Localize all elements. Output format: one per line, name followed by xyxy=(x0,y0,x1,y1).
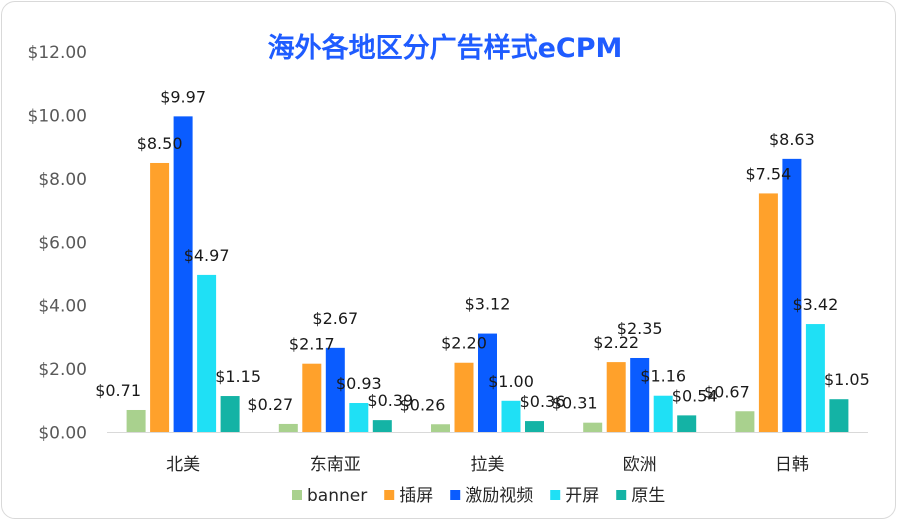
bar xyxy=(431,424,450,433)
bar xyxy=(150,162,170,433)
data-label: $0.39 xyxy=(367,391,413,410)
data-label: $8.50 xyxy=(137,134,183,153)
legend: banner 插屏 激励视频 开屏 原生 xyxy=(292,486,665,506)
bar xyxy=(325,347,345,433)
bar xyxy=(758,193,778,433)
bar xyxy=(278,423,298,433)
data-label: $0.67 xyxy=(704,382,750,401)
legend-entry: 插屏 xyxy=(399,486,433,506)
data-label: $9.97 xyxy=(160,87,206,106)
legend-entry: 开屏 xyxy=(565,486,599,506)
y-tick-label: $10.00 xyxy=(28,106,87,126)
data-label: $2.35 xyxy=(617,319,663,338)
data-label: $3.12 xyxy=(465,295,511,314)
bar xyxy=(677,415,697,433)
bar xyxy=(454,362,474,433)
legend-swatch xyxy=(292,490,302,500)
bar xyxy=(735,411,755,433)
bar xyxy=(302,363,322,433)
data-label: $0.27 xyxy=(247,395,293,414)
data-label: $3.42 xyxy=(792,295,838,314)
x-axis: 北美 东南亚 拉美 欧洲 日韩 xyxy=(107,432,868,475)
bar xyxy=(126,409,146,433)
data-label: $0.93 xyxy=(336,374,382,393)
x-tick-label: 北美 xyxy=(166,455,200,475)
data-label: $2.17 xyxy=(289,335,335,354)
legend-swatch xyxy=(550,490,561,500)
bar xyxy=(583,422,603,433)
bar xyxy=(173,116,193,433)
x-tick-label: 东南亚 xyxy=(310,455,361,475)
y-axis: $0.00 $2.00 $4.00 $6.00 $8.00 $10.00 $12.00 xyxy=(28,43,87,444)
data-labels: $0.71 $8.50 $9.97 $4.97 $1.15 $0.27 $2.17 $2.67… xyxy=(95,87,870,414)
bar xyxy=(372,420,392,433)
data-label: $0.54 xyxy=(672,386,718,405)
y-tick-label: $6.00 xyxy=(38,233,87,253)
bar xyxy=(501,400,521,433)
data-label: $4.97 xyxy=(184,246,230,265)
bar xyxy=(197,274,217,433)
x-tick-label: 欧洲 xyxy=(623,455,657,475)
x-tick-label: 日韩 xyxy=(775,455,809,475)
bar xyxy=(829,399,849,433)
bar xyxy=(478,333,497,433)
bar-series xyxy=(126,116,849,433)
data-label: $0.36 xyxy=(520,392,566,411)
legend-swatch xyxy=(384,490,395,500)
chart-title: 海外各地区分广告样式eCPM xyxy=(268,32,623,64)
data-label: $0.71 xyxy=(95,381,141,400)
bar xyxy=(220,396,240,433)
legend-entry: 原生 xyxy=(631,486,665,506)
y-tick-label: $0.00 xyxy=(38,424,87,444)
y-tick-label: $2.00 xyxy=(38,360,87,380)
data-label: $7.54 xyxy=(745,164,791,183)
bar xyxy=(349,403,369,433)
bar xyxy=(653,395,673,433)
data-label: $2.20 xyxy=(441,334,487,353)
legend-swatch xyxy=(616,490,627,500)
bar xyxy=(606,362,626,433)
data-label: $0.31 xyxy=(552,394,598,413)
data-label: $1.00 xyxy=(488,372,534,391)
data-label: $1.15 xyxy=(215,367,261,386)
data-label: $1.16 xyxy=(640,367,686,386)
legend-entry: 激励视频 xyxy=(465,486,533,506)
bar xyxy=(525,421,544,433)
legend-entry: banner xyxy=(307,486,367,506)
legend-swatch xyxy=(450,490,461,500)
data-label: $0.26 xyxy=(400,395,446,414)
data-label: $8.63 xyxy=(769,130,815,149)
bar xyxy=(782,158,802,433)
y-tick-label: $12.00 xyxy=(28,43,87,63)
y-tick-label: $8.00 xyxy=(38,170,87,190)
data-label: $2.22 xyxy=(593,333,639,352)
y-tick-label: $4.00 xyxy=(38,297,87,317)
bar xyxy=(630,357,650,433)
data-label: $1.05 xyxy=(824,370,870,389)
x-tick-label: 拉美 xyxy=(471,455,505,475)
data-label: $2.67 xyxy=(312,309,358,328)
bar xyxy=(805,324,825,433)
